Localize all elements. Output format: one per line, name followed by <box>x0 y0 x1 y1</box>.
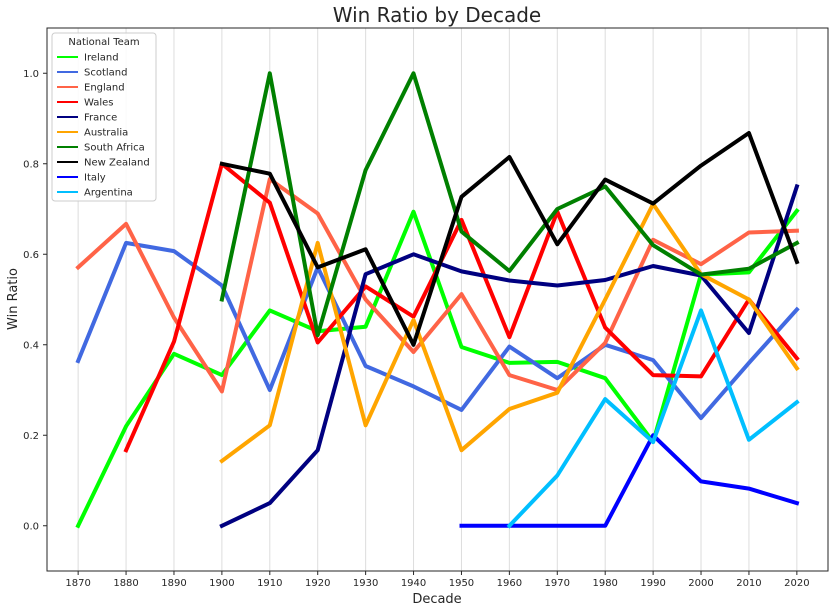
series-line-scotland <box>75 240 800 421</box>
y-tick-label: 0.2 <box>23 431 39 442</box>
x-tick-label: 1930 <box>353 578 378 589</box>
chart-title: Win Ratio by Decade <box>333 3 541 27</box>
x-tick-label: 1970 <box>545 578 570 589</box>
legend-label-england: England <box>84 83 125 94</box>
series-line-italy <box>459 433 800 528</box>
y-axis-title: Win Ratio <box>6 268 21 330</box>
x-tick-label: 1990 <box>640 578 665 589</box>
legend-title: National Team <box>68 37 139 48</box>
x-tick-label: 1900 <box>209 578 234 589</box>
x-tick-label: 1920 <box>305 578 330 589</box>
y-tick-label: 0.8 <box>23 159 39 170</box>
legend-label-new-zealand: New Zealand <box>84 158 150 169</box>
plot-frame <box>46 27 829 572</box>
legend-frame <box>51 32 157 202</box>
y-axis-ticks: 0.0 0.2 0.4 0.6 0.8 1.0 <box>23 69 47 532</box>
series-line-ireland <box>75 207 800 529</box>
series-line-england <box>75 177 799 394</box>
x-tick-label: 2010 <box>736 578 761 589</box>
x-tick-label: 1880 <box>113 578 138 589</box>
y-tick-label: 0.0 <box>23 521 39 532</box>
x-tick-label: 2020 <box>784 578 809 589</box>
legend-items: Ireland Scotland England Wales France Austral… <box>57 53 150 199</box>
legend-label-scotland: Scotland <box>84 68 127 79</box>
legend-label-south-africa: South Africa <box>84 143 145 154</box>
x-tick-label: 2000 <box>688 578 713 589</box>
x-axis-title: Decade <box>412 592 461 607</box>
x-tick-label: 1910 <box>257 578 282 589</box>
x-axis-ticks: 1870 1880 1890 1900 1910 1920 1930 1940 1950 1960… <box>65 571 810 589</box>
legend-label-france: France <box>84 113 117 124</box>
y-tick-label: 0.6 <box>23 250 39 261</box>
series-line-argentina <box>506 308 800 529</box>
x-tick-label: 1950 <box>449 578 474 589</box>
legend-label-ireland: Ireland <box>84 53 119 64</box>
legend-label-argentina: Argentina <box>84 188 133 199</box>
x-tick-label: 1870 <box>65 578 90 589</box>
legend: National Team Ireland Scotland England Wale… <box>51 32 157 202</box>
x-tick-label: 1890 <box>161 578 186 589</box>
series-line-new-zealand <box>219 131 800 347</box>
series-line-wales <box>123 161 800 453</box>
y-tick-label: 0.4 <box>23 340 39 351</box>
series-line-south-africa <box>219 71 800 338</box>
y-tick-label: 1.0 <box>23 69 39 80</box>
series-lines <box>75 71 800 529</box>
x-tick-label: 1960 <box>497 578 522 589</box>
legend-label-italy: Italy <box>84 173 106 184</box>
legend-label-australia: Australia <box>84 128 128 139</box>
legend-label-wales: Wales <box>84 98 114 109</box>
x-tick-label: 1940 <box>401 578 426 589</box>
x-tick-label: 1980 <box>592 578 617 589</box>
